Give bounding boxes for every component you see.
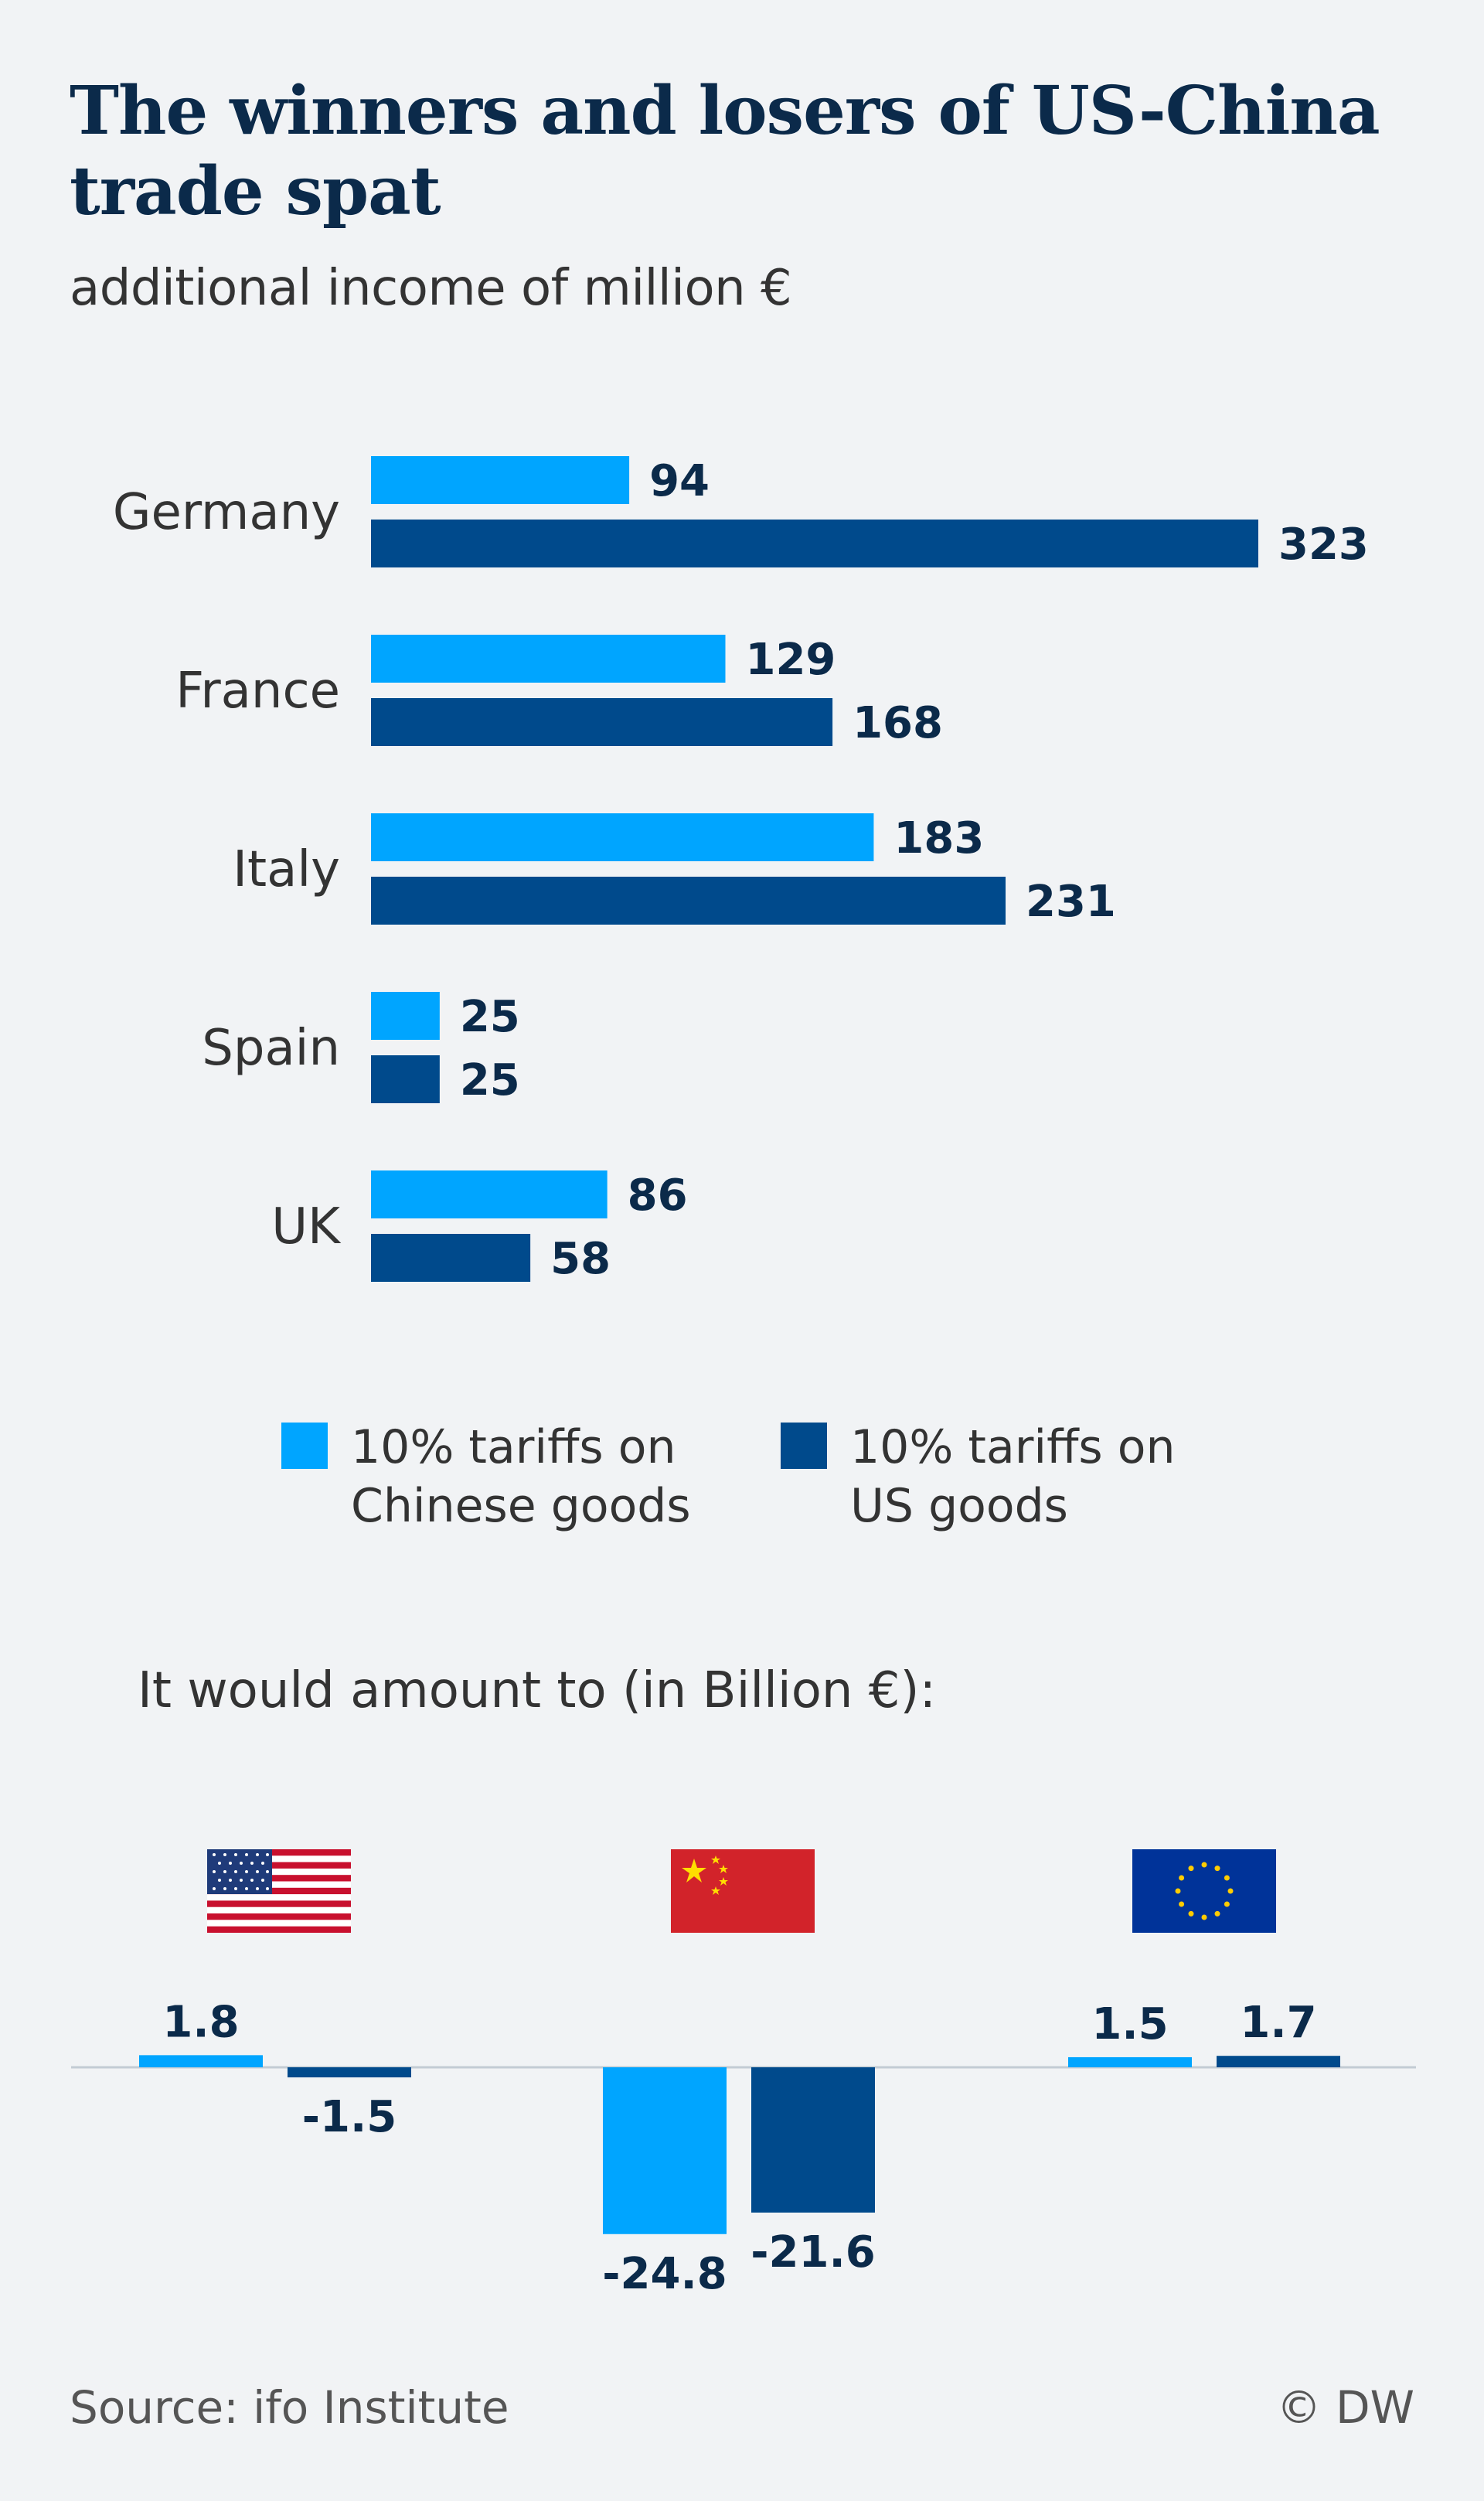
legend-label: 10% tariffs on US goods bbox=[850, 1420, 1176, 1533]
bar bbox=[1068, 2056, 1192, 2067]
bar bbox=[371, 992, 440, 1040]
data-label: 25 bbox=[460, 1055, 520, 1106]
category-label: Italy bbox=[233, 841, 340, 898]
us-flag-icon bbox=[207, 1849, 351, 1933]
bar bbox=[371, 698, 833, 746]
data-label: 323 bbox=[1278, 520, 1369, 570]
chart-title: The winners and losers of US-China trade… bbox=[70, 72, 1380, 230]
data-label: 168 bbox=[853, 698, 943, 748]
bar bbox=[288, 2067, 411, 2078]
data-label: 129 bbox=[745, 635, 836, 685]
bar bbox=[751, 2067, 875, 2213]
bar bbox=[371, 520, 1258, 567]
china-flag-icon bbox=[671, 1849, 815, 1933]
copyright-credit: © DW bbox=[1276, 2381, 1414, 2434]
category-label: Germany bbox=[113, 484, 340, 541]
data-label: -1.5 bbox=[302, 2092, 397, 2142]
data-label: 1.7 bbox=[1240, 1998, 1316, 2048]
bar bbox=[603, 2067, 727, 2234]
data-label: 231 bbox=[1026, 877, 1116, 927]
chart-subtitle: additional income of million € bbox=[70, 260, 792, 317]
eu-flag-icon bbox=[1132, 1849, 1276, 1933]
legend-item-chinese-goods: 10% tariffs on Chinese goods bbox=[281, 1418, 753, 1535]
legend-label: 10% tariffs on Chinese goods bbox=[351, 1420, 691, 1533]
data-label: 86 bbox=[628, 1170, 688, 1221]
data-label: -24.8 bbox=[602, 2249, 727, 2299]
legend-swatch-dark bbox=[781, 1423, 827, 1469]
data-label: 94 bbox=[649, 456, 710, 506]
bar bbox=[371, 813, 874, 861]
bar bbox=[1217, 2056, 1340, 2067]
bar bbox=[371, 456, 630, 504]
category-label: Spain bbox=[202, 1020, 340, 1077]
bar bbox=[371, 635, 726, 683]
category-label: France bbox=[175, 663, 340, 720]
bar bbox=[371, 1055, 440, 1103]
category-label: UK bbox=[271, 1198, 342, 1256]
bar bbox=[371, 877, 1006, 925]
data-label: 1.5 bbox=[1091, 1999, 1168, 2050]
bar bbox=[371, 1170, 608, 1218]
data-label: 25 bbox=[460, 992, 520, 1042]
source-note: Source: ifo Institute bbox=[70, 2381, 509, 2434]
data-label: 58 bbox=[550, 1234, 611, 1284]
legend-swatch-light bbox=[281, 1423, 328, 1469]
data-label: -21.6 bbox=[751, 2227, 875, 2278]
data-label: 183 bbox=[893, 813, 984, 864]
section-subtitle: It would amount to (in Billion €): bbox=[138, 1662, 936, 1719]
bar bbox=[371, 1234, 531, 1282]
legend-item-us-goods: 10% tariffs on US goods bbox=[781, 1418, 1252, 1535]
data-label: 1.8 bbox=[162, 1997, 239, 2047]
bar bbox=[139, 2055, 263, 2067]
